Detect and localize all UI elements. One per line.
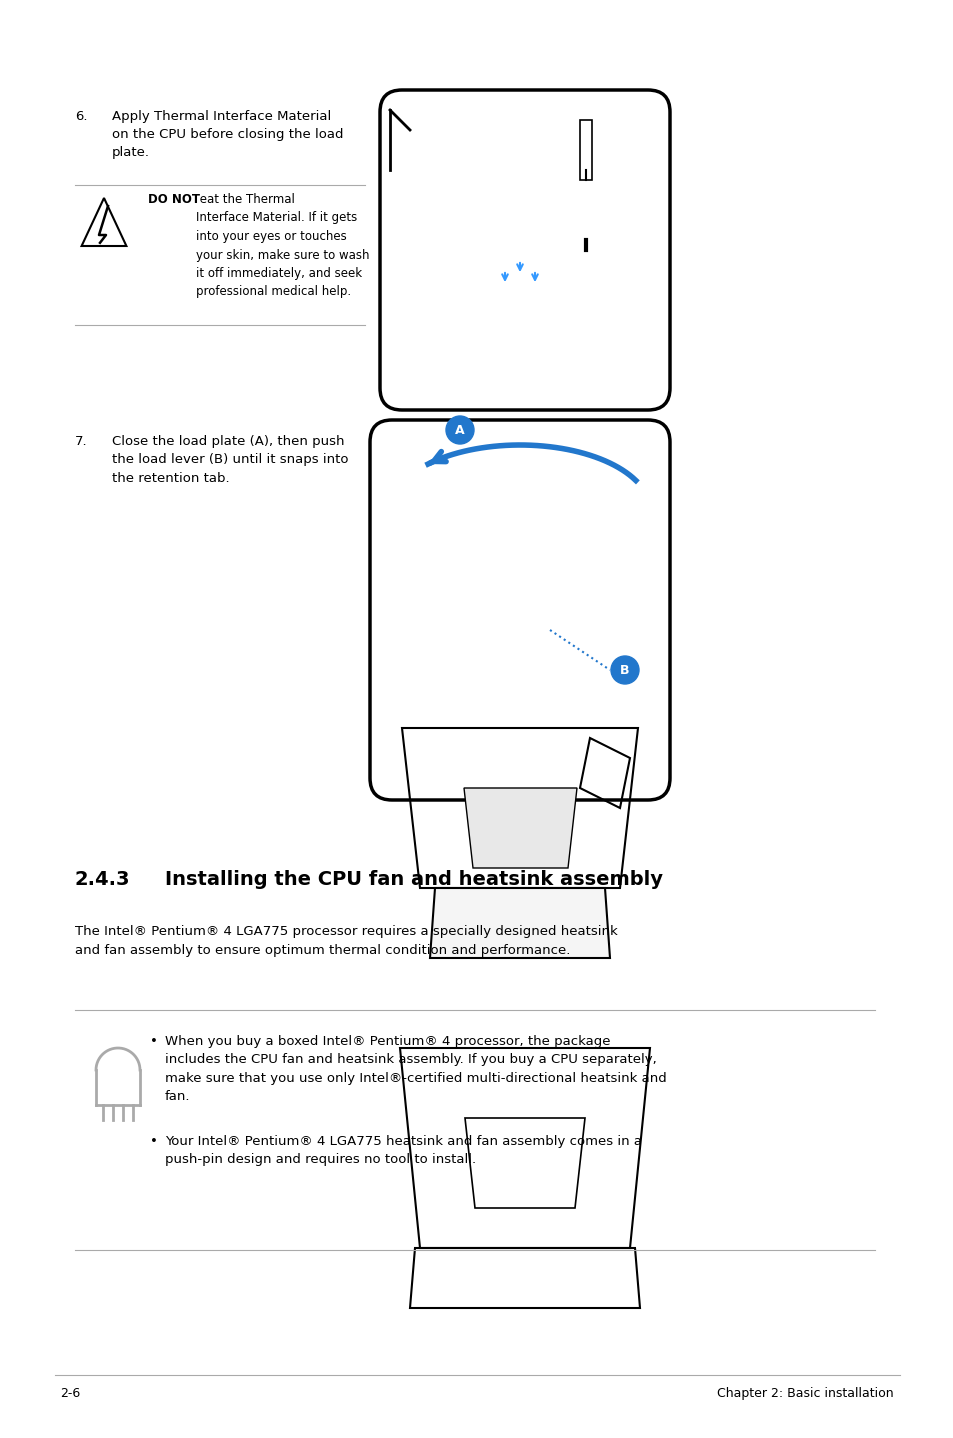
Text: The Intel® Pentium® 4 LGA775 processor requires a specially designed heatsink
an: The Intel® Pentium® 4 LGA775 processor r… xyxy=(75,925,618,958)
Bar xyxy=(579,119,592,180)
Text: A: A xyxy=(455,424,464,437)
Text: B: B xyxy=(619,663,629,676)
Text: Your Intel® Pentium® 4 LGA775 heatsink and fan assembly comes in a
push-pin desi: Your Intel® Pentium® 4 LGA775 heatsink a… xyxy=(165,1135,641,1166)
FancyBboxPatch shape xyxy=(379,91,669,410)
Text: 7.: 7. xyxy=(75,436,88,449)
FancyBboxPatch shape xyxy=(370,420,669,800)
Circle shape xyxy=(610,656,639,684)
Text: 2-6: 2-6 xyxy=(60,1388,80,1401)
Text: eat the Thermal
Interface Material. If it gets
into your eyes or touches
your sk: eat the Thermal Interface Material. If i… xyxy=(195,193,369,299)
Text: Chapter 2: Basic installation: Chapter 2: Basic installation xyxy=(717,1388,893,1401)
Text: 6.: 6. xyxy=(75,109,88,124)
Text: Installing the CPU fan and heatsink assembly: Installing the CPU fan and heatsink asse… xyxy=(165,870,662,889)
Polygon shape xyxy=(430,889,609,958)
Text: 2.4.3: 2.4.3 xyxy=(75,870,131,889)
Text: DO NOT: DO NOT xyxy=(148,193,200,206)
Text: Close the load plate (A), then push
the load lever (B) until it snaps into
the r: Close the load plate (A), then push the … xyxy=(112,436,348,485)
Text: When you buy a boxed Intel® Pentium® 4 processor, the package
includes the CPU f: When you buy a boxed Intel® Pentium® 4 p… xyxy=(165,1035,666,1103)
Polygon shape xyxy=(463,788,577,869)
Text: Apply Thermal Interface Material
on the CPU before closing the load
plate.: Apply Thermal Interface Material on the … xyxy=(112,109,343,160)
Circle shape xyxy=(446,416,474,444)
Text: •: • xyxy=(150,1135,157,1148)
Text: •: • xyxy=(150,1035,157,1048)
